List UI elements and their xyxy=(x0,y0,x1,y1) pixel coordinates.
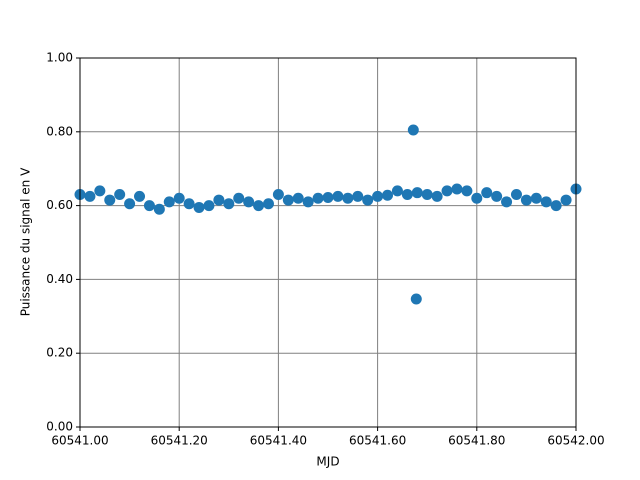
point xyxy=(471,192,483,204)
x-tick-label: 60541.80 xyxy=(448,434,505,448)
point xyxy=(491,190,503,202)
point xyxy=(114,189,126,201)
point xyxy=(410,293,422,305)
point xyxy=(382,189,394,201)
point xyxy=(84,190,96,202)
x-tick-label: 60541.20 xyxy=(151,434,208,448)
y-tick-label: 0.20 xyxy=(46,346,73,360)
point xyxy=(312,192,324,204)
point xyxy=(233,192,245,204)
point xyxy=(223,198,235,210)
point xyxy=(530,192,542,204)
point xyxy=(510,189,522,201)
point xyxy=(421,189,433,201)
point xyxy=(272,189,284,201)
point xyxy=(520,194,532,206)
point xyxy=(411,187,423,199)
point xyxy=(203,200,215,212)
point xyxy=(134,190,146,202)
point xyxy=(332,190,344,202)
point xyxy=(302,196,314,208)
point xyxy=(540,196,552,208)
point xyxy=(153,203,165,215)
point xyxy=(143,200,155,212)
point xyxy=(481,187,493,199)
x-tick-label: 60541.60 xyxy=(349,434,406,448)
point xyxy=(407,124,419,136)
y-tick-label: 0.40 xyxy=(46,272,73,286)
x-tick-label: 60541.40 xyxy=(250,434,307,448)
point xyxy=(94,185,106,197)
x-axis-label: MJD xyxy=(316,455,339,469)
point xyxy=(253,200,265,212)
point xyxy=(163,196,175,208)
point xyxy=(193,201,205,213)
point xyxy=(183,198,195,210)
point xyxy=(292,192,304,204)
point xyxy=(262,198,274,210)
point xyxy=(282,194,294,206)
point xyxy=(243,196,255,208)
point xyxy=(104,194,116,206)
point xyxy=(560,194,572,206)
point xyxy=(441,185,453,197)
point xyxy=(352,190,364,202)
point xyxy=(391,185,403,197)
point xyxy=(372,190,384,202)
point xyxy=(322,191,334,203)
y-tick-label: 0.80 xyxy=(46,124,73,138)
point xyxy=(173,192,185,204)
point xyxy=(550,200,562,212)
plot-frame xyxy=(79,57,577,428)
point xyxy=(451,183,463,195)
y-tick-label: 1.00 xyxy=(46,51,73,65)
x-tick-label: 60541.00 xyxy=(51,434,108,448)
point xyxy=(362,194,374,206)
point xyxy=(124,198,136,210)
point xyxy=(401,189,413,201)
point xyxy=(342,192,354,204)
point xyxy=(213,194,225,206)
point xyxy=(431,190,443,202)
y-tick-label: 0.00 xyxy=(46,420,73,434)
y-axis-label: Puissance du signal en V xyxy=(19,167,33,316)
y-tick-label: 0.60 xyxy=(46,198,73,212)
point xyxy=(501,196,513,208)
x-tick-label: 60542.00 xyxy=(547,434,604,448)
point xyxy=(461,185,473,197)
